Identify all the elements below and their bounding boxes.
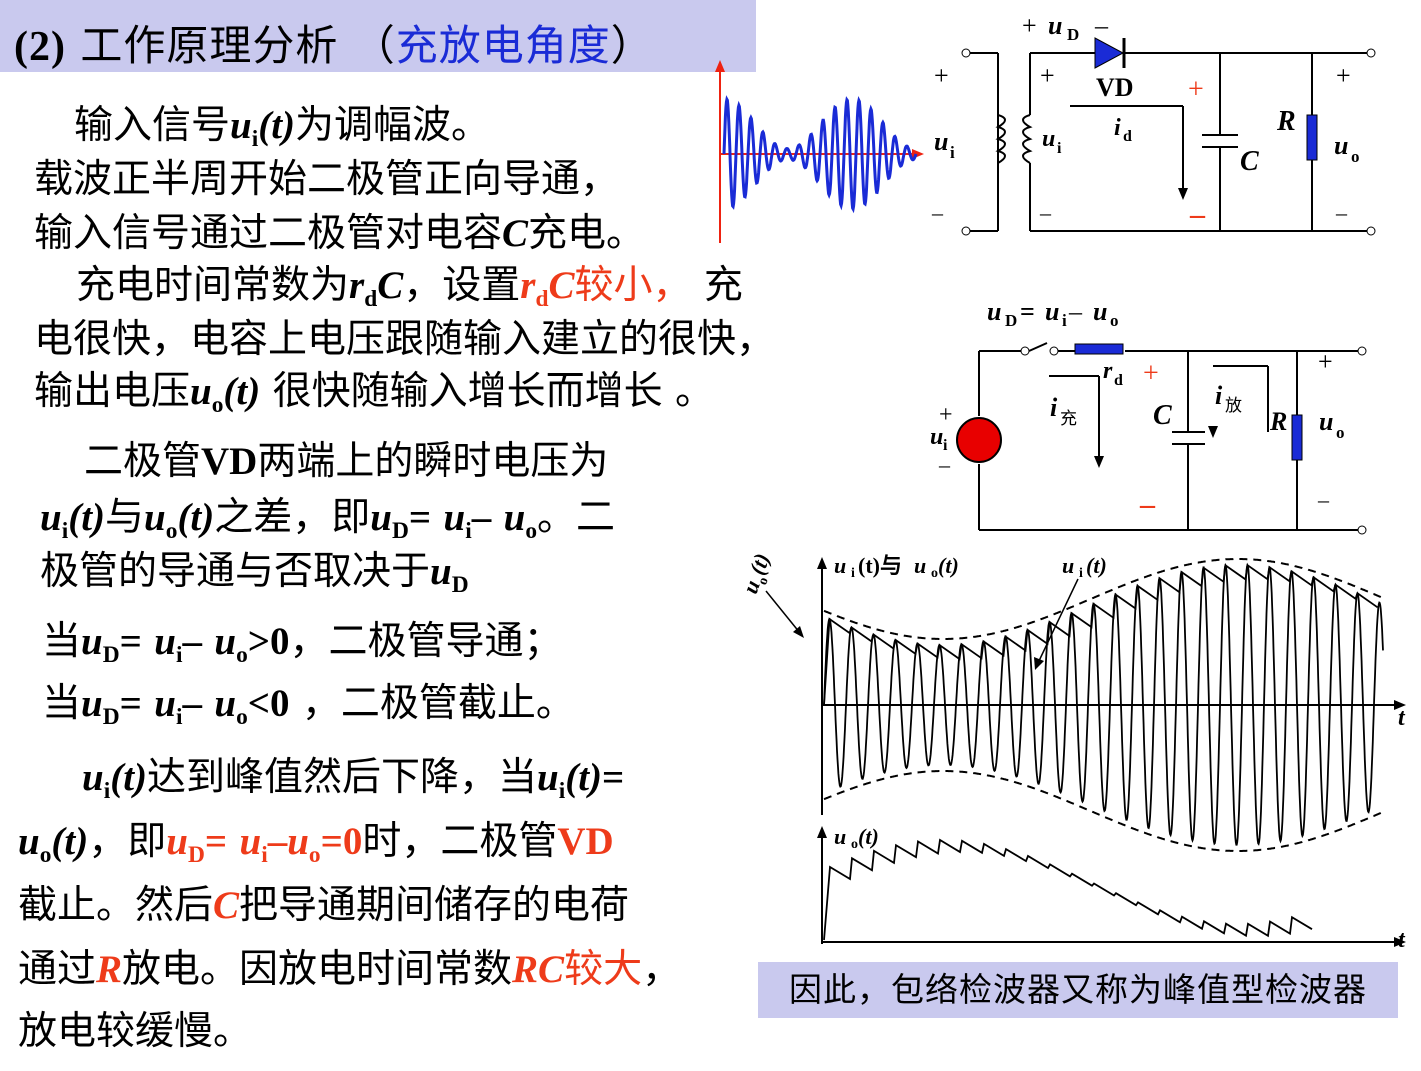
svg-text:o: o <box>851 837 858 852</box>
svg-text:充: 充 <box>1060 409 1077 428</box>
svg-text:u: u <box>934 127 948 156</box>
title-paren-open: （ <box>352 21 396 70</box>
svg-text:u: u <box>834 824 846 849</box>
svg-text:C: C <box>1240 146 1259 177</box>
svg-text:u: u <box>930 424 943 450</box>
para2-line2: 电很快，电容上电压跟随输入建立的很快， <box>34 317 776 362</box>
svg-text:R: R <box>1276 106 1296 137</box>
svg-text:i: i <box>1050 393 1058 422</box>
svg-text:+: + <box>1022 11 1037 40</box>
svg-text:t: t <box>1398 927 1406 953</box>
title-main: 工作原理分析 <box>80 21 339 70</box>
svg-text:R: R <box>1269 407 1287 436</box>
svg-text:i: i <box>950 143 955 162</box>
detector-circuit: + u D – VD + – + – u i u i i d + – C R +… <box>931 11 1376 236</box>
svg-text:–: – <box>1139 488 1156 521</box>
para4-line5: 放电较缓慢。 <box>18 1009 253 1054</box>
para3-line3: 极管的导通与否取决于uD <box>40 549 469 599</box>
svg-text:(t): (t) <box>858 824 879 849</box>
svg-text:u: u <box>1319 407 1333 436</box>
equivalent-circuit: u D = u i – u o r d + – i 充 i 放 C R + u … <box>930 297 1367 535</box>
svg-text:–: – <box>1317 487 1330 512</box>
svg-text:(t): (t) <box>744 550 775 578</box>
para4-line1: ui(t)达到峰值然后下降，当ui(t)= <box>82 755 625 805</box>
condition-conduct: 当uD= ui– uo>0，二极管导通； <box>42 619 563 669</box>
svg-text:i: i <box>1114 115 1121 141</box>
svg-text:o: o <box>755 575 771 587</box>
svg-text:u: u <box>834 553 846 578</box>
svg-text:u: u <box>1062 553 1074 578</box>
section-number: (2) <box>14 24 66 70</box>
svg-text:–: – <box>1335 200 1348 225</box>
svg-text:(t): (t) <box>938 553 959 578</box>
output-waveform: u o (t) t <box>817 824 1406 953</box>
svg-text:u: u <box>1048 11 1062 40</box>
svg-text:C: C <box>1153 400 1172 431</box>
svg-text:–: – <box>938 452 951 477</box>
title-highlight: 充放电角度 <box>395 21 611 70</box>
para4-line2: uo(t)，即uD= ui–uo=0时，二极管VD <box>18 819 614 869</box>
para3-line2: ui(t)与uo(t)之差，即uD= ui– uo。二 <box>40 495 616 545</box>
svg-text:+: + <box>1318 347 1333 376</box>
svg-text:o: o <box>1351 147 1360 166</box>
svg-text:i: i <box>1062 311 1067 330</box>
svg-text:–: – <box>1094 11 1109 40</box>
svg-text:u: u <box>1334 131 1348 160</box>
svg-text:o: o <box>1110 311 1119 330</box>
svg-text:+: + <box>939 402 953 428</box>
para3-line1: 二极管VD两端上的瞬时电压为 <box>84 439 609 484</box>
para1-line2: 载波正半周开始二极管正向导通， <box>34 157 620 202</box>
svg-text:(t)与: (t)与 <box>858 553 902 578</box>
svg-text:–: – <box>1068 297 1083 326</box>
page-title: (2) 工作原理分析 （充放电角度） <box>14 12 654 73</box>
svg-text:o: o <box>931 566 938 581</box>
svg-text:i: i <box>1215 381 1223 410</box>
para1-line1: 输入信号ui(t)为调幅波。 <box>74 103 491 153</box>
para1-line3: 输入信号通过二极管对电容C充电。 <box>34 211 646 256</box>
svg-text:d: d <box>1114 372 1123 389</box>
para4-line3: 截止。然后C把导通期间储存的电荷 <box>18 883 630 928</box>
svg-text:VD: VD <box>1096 73 1134 102</box>
svg-text:u: u <box>1045 297 1059 326</box>
svg-text:t: t <box>1398 705 1406 731</box>
svg-text:d: d <box>1123 128 1132 145</box>
svg-text:D: D <box>1067 25 1079 44</box>
svg-text:+: + <box>1188 74 1204 105</box>
svg-text:+: + <box>1143 358 1159 389</box>
svg-text:u: u <box>1093 297 1107 326</box>
svg-text:i: i <box>1079 566 1083 581</box>
condition-cutoff: 当uD= ui– uo<0 ，二极管截止。 <box>42 681 575 731</box>
para4-line4: 通过R放电。因放电时间常数RC较大， <box>18 947 682 992</box>
detection-waveform: u o (t) u i (t)与 u o (t) u i (t) t <box>737 550 1406 852</box>
svg-text:o: o <box>1336 423 1345 442</box>
title-bar: (2) 工作原理分析 （充放电角度） <box>0 0 756 72</box>
am-wave-icon <box>715 60 924 243</box>
svg-text:=: = <box>1020 297 1035 326</box>
svg-text:i: i <box>851 566 855 581</box>
svg-text:i: i <box>943 437 948 454</box>
svg-text:D: D <box>1005 311 1017 330</box>
svg-text:i: i <box>1057 140 1062 157</box>
svg-text:+: + <box>934 61 949 90</box>
para2-line1: 充电时间常数为rdC，设置rdC较小， 充 <box>76 263 743 313</box>
para2-line3: 输出电压uo(t) 很快随输入增长而增长 。 <box>34 369 715 419</box>
svg-text:+: + <box>1336 61 1351 90</box>
svg-text:u: u <box>1042 126 1055 152</box>
svg-text:放: 放 <box>1225 396 1242 415</box>
title-paren-close: ） <box>610 21 654 70</box>
svg-text:–: – <box>1039 200 1052 225</box>
svg-text:r: r <box>1103 358 1113 384</box>
svg-text:+: + <box>1040 61 1055 90</box>
svg-text:(t): (t) <box>1086 553 1107 578</box>
svg-text:u: u <box>987 297 1001 326</box>
svg-text:–: – <box>1189 198 1206 231</box>
conclusion-box: 因此，包络检波器又称为峰值型检波器 <box>758 962 1398 1018</box>
svg-text:–: – <box>931 200 944 225</box>
svg-text:u: u <box>914 553 926 578</box>
